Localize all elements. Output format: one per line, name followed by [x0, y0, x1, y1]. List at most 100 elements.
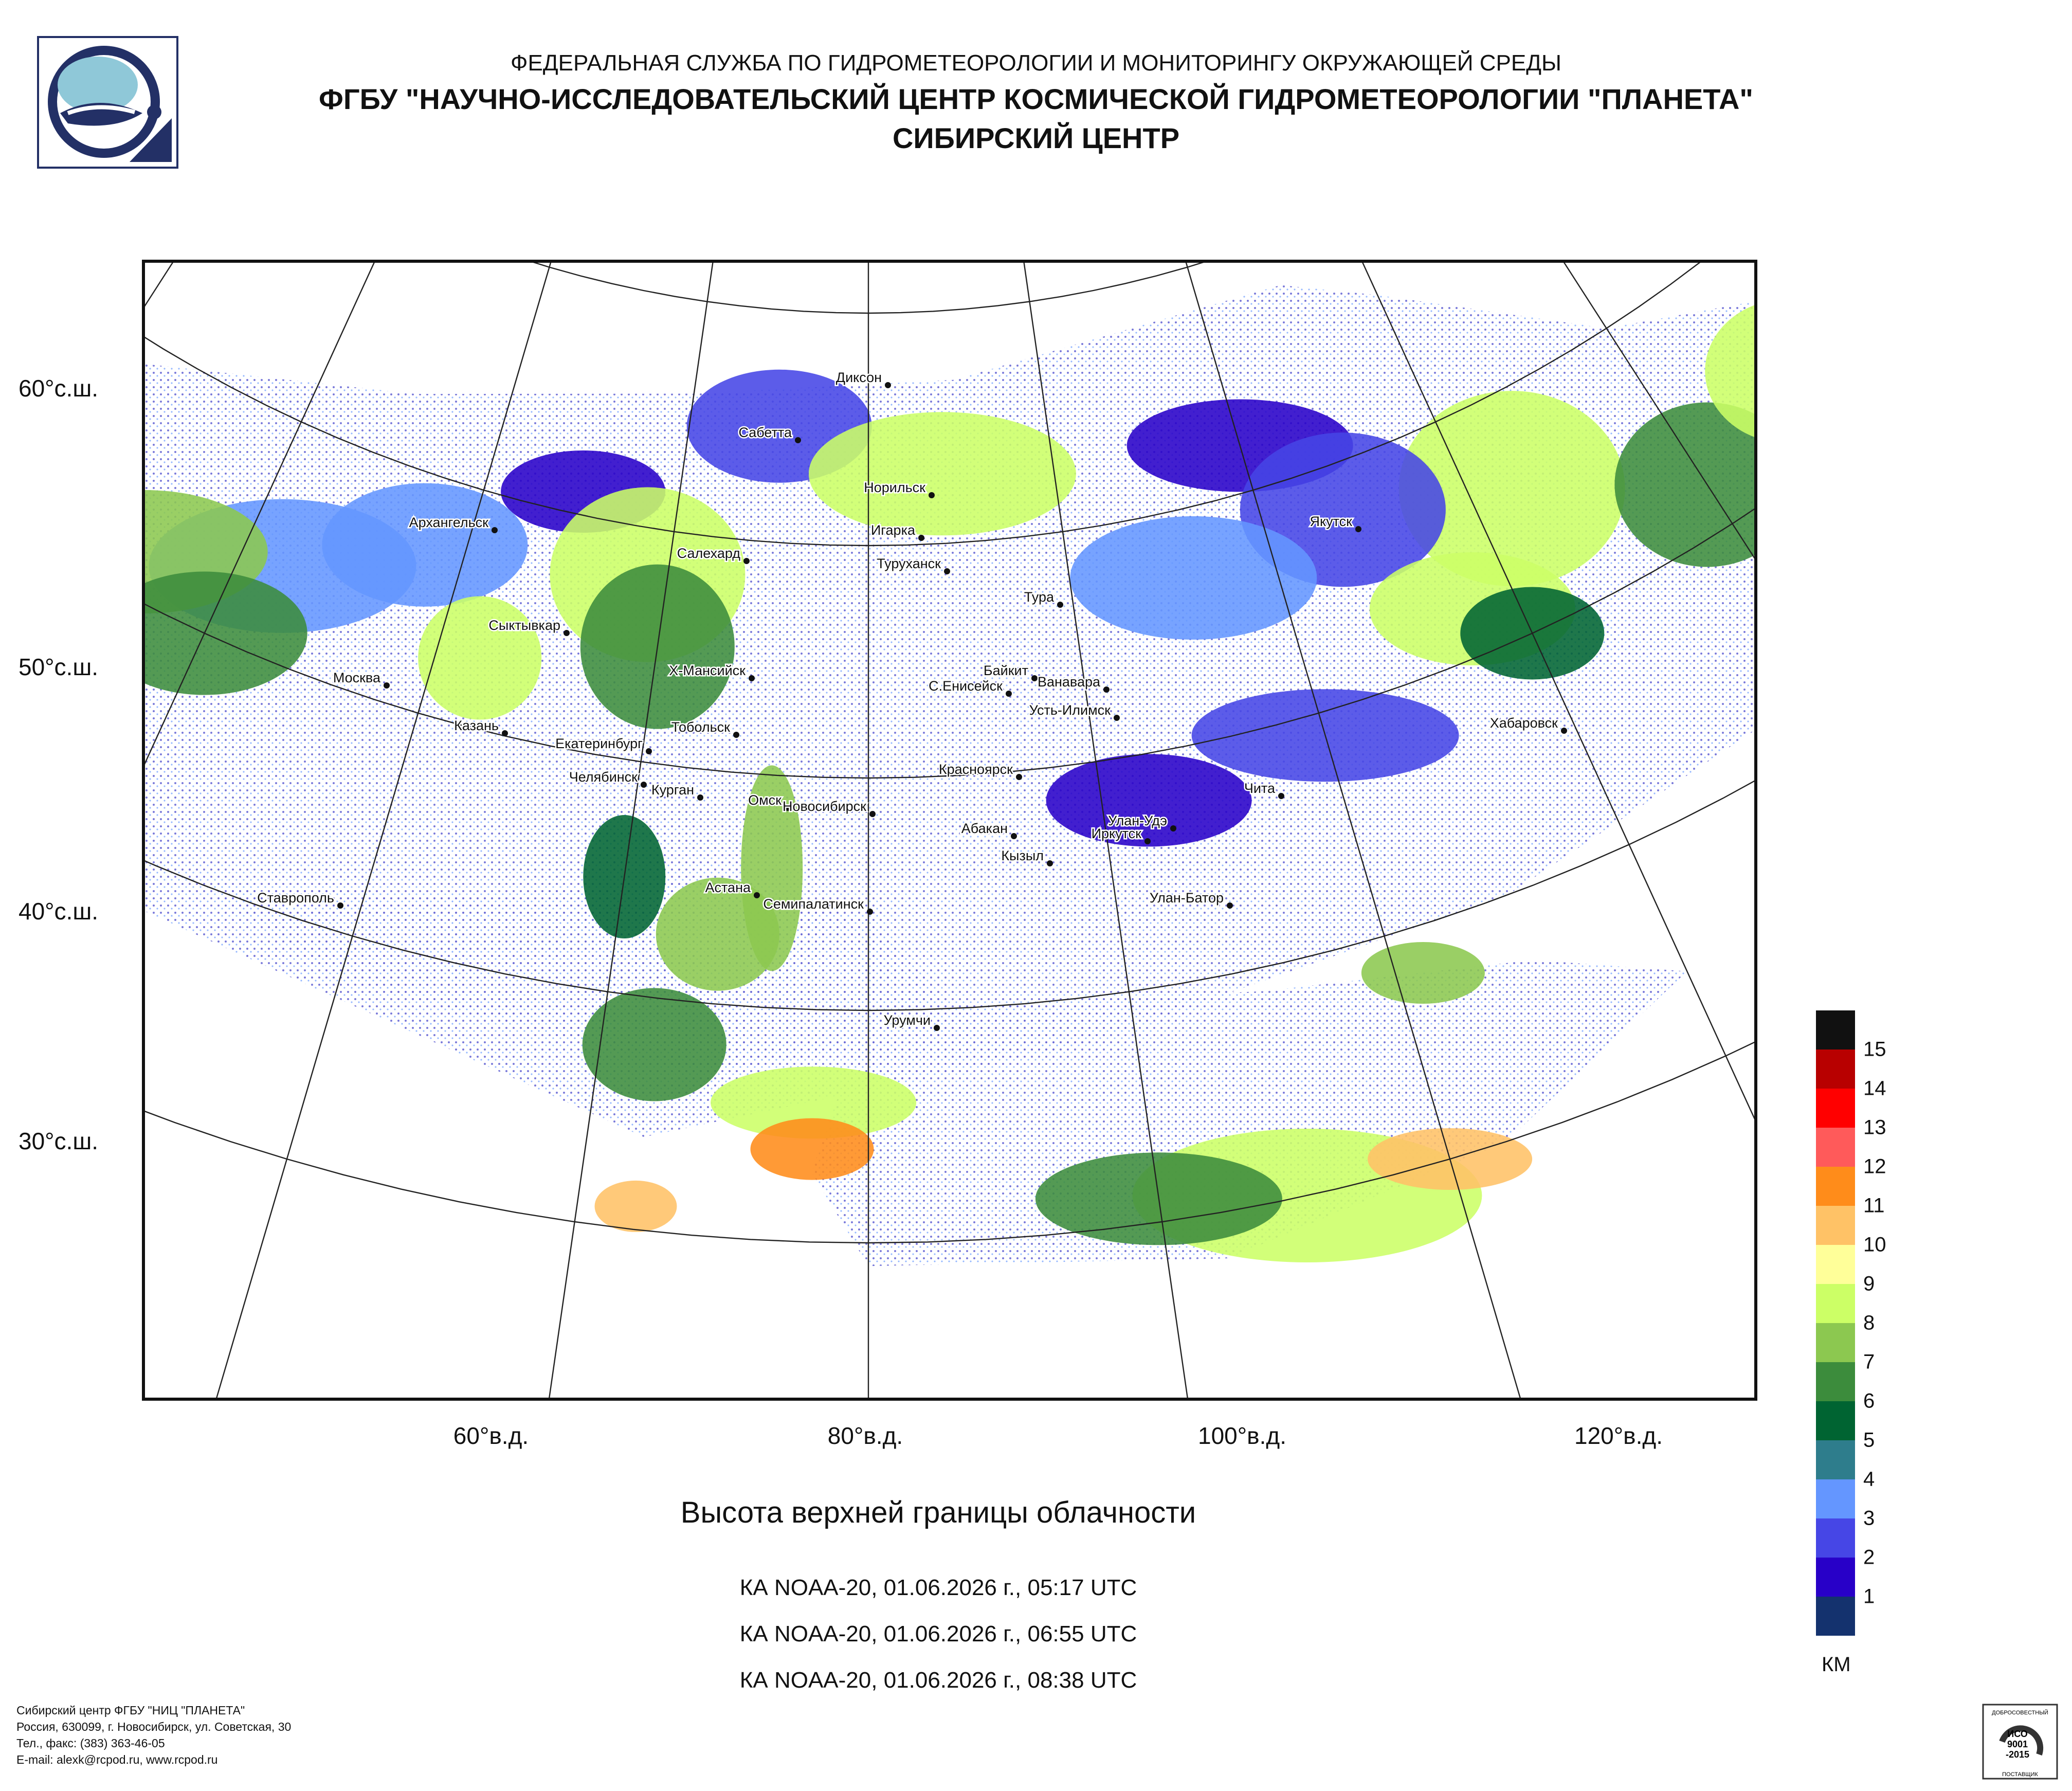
- meridian-line: [145, 263, 375, 765]
- city-marker: Усть-Илимск: [1028, 701, 1120, 721]
- city-marker: С.Енисейск: [928, 677, 1012, 697]
- pass-line: КА NOAA-20, 01.06.2026 г., 05:17 UTC: [739, 1575, 1137, 1600]
- legend-swatch: [1816, 1089, 1855, 1128]
- legend-level-label: 1: [1863, 1585, 1875, 1608]
- cert-bottom: ПОСТАВЩИК: [2002, 1771, 2038, 1778]
- city-dot: [918, 535, 924, 541]
- cloud-patch: [1705, 305, 1754, 437]
- city-label: Екатеринбург: [555, 736, 643, 751]
- city-dot: [646, 748, 652, 754]
- legend-swatch: [1816, 1284, 1855, 1323]
- city-label: Архангельск: [409, 515, 489, 530]
- city-marker: Ставрополь: [256, 889, 343, 909]
- lat-label-30: 30°с.ш.: [19, 1128, 99, 1154]
- city-label: Улан-Удэ: [1108, 813, 1167, 828]
- legend-swatch: [1816, 1010, 1855, 1050]
- legend-swatch: [1816, 1128, 1855, 1167]
- city-marker: Семипалатинск: [762, 895, 873, 915]
- city-marker: Курган: [650, 781, 703, 801]
- meridian-line: [1185, 263, 1521, 1398]
- cloud-patch: [1398, 391, 1625, 587]
- city-marker: Тобольск: [670, 718, 739, 738]
- city-label: Ставрополь: [257, 890, 334, 906]
- cert-mid2: 9001: [2007, 1739, 2028, 1749]
- lon-label-120: 120°в.д.: [1574, 1422, 1663, 1449]
- legend-level-label: 6: [1863, 1389, 1875, 1413]
- meridian-line: [1362, 263, 1754, 1120]
- cloud-patch: [808, 412, 1076, 536]
- city-marker: Челябинск: [568, 768, 647, 788]
- lat-label-60: 60°с.ш.: [19, 375, 99, 402]
- legend-swatch: [1816, 1206, 1855, 1245]
- city-dot: [1227, 902, 1233, 909]
- meridian-line: [1023, 263, 1188, 1398]
- legend-swatch: [1816, 1558, 1855, 1597]
- lat-label-50: 50°с.ш.: [19, 654, 99, 680]
- legend-level-label: 12: [1863, 1155, 1886, 1178]
- city-marker: Улан-Батор: [1148, 889, 1233, 909]
- city-dot: [502, 730, 508, 736]
- city-label: Х-Мансийск: [669, 663, 746, 678]
- cloud-patch: [145, 571, 307, 695]
- city-dot: [492, 527, 498, 533]
- city-dot: [337, 902, 343, 909]
- city-marker: Байкит: [982, 662, 1038, 681]
- graticule: [145, 263, 1754, 1398]
- city-label: Ванавара: [1038, 674, 1101, 690]
- city-label: Норильск: [864, 480, 925, 495]
- city-label: Улан-Батор: [1150, 890, 1224, 906]
- city-dot: [785, 805, 791, 811]
- city-marker: Салехард: [676, 545, 750, 564]
- legend-level-label: 5: [1863, 1428, 1875, 1452]
- legend-swatch: [1816, 1401, 1855, 1440]
- city-label: Хабаровск: [1490, 715, 1558, 731]
- cloud-patch: [656, 877, 779, 991]
- city-dot: [1047, 860, 1053, 866]
- legend-level-label: 2: [1863, 1546, 1875, 1569]
- city-marker: Х-Мансийск: [668, 662, 755, 681]
- city-marker: Диксон: [834, 369, 891, 388]
- lon-label-60: 60°в.д.: [453, 1422, 529, 1449]
- city-marker: Улан-Удэ: [1107, 812, 1176, 831]
- height-legend: [1816, 1010, 1855, 1643]
- city-dot: [1006, 691, 1012, 697]
- city-dot: [743, 558, 750, 564]
- city-label: Диксон: [836, 370, 882, 385]
- lon-label-80: 80°в.д.: [827, 1422, 903, 1449]
- city-label: Новосибирск: [783, 799, 866, 814]
- city-dot: [934, 1025, 940, 1031]
- city-label: Сабетта: [738, 425, 792, 440]
- city-label: Тура: [1024, 589, 1055, 605]
- city-dot: [1278, 793, 1284, 799]
- city-dot: [733, 732, 739, 738]
- city-marker: Урумчи: [882, 1011, 940, 1031]
- city-marker: Казань: [453, 717, 508, 736]
- city-marker: Омск: [747, 791, 791, 811]
- parallel-line: [533, 263, 1204, 314]
- city-label: Семипалатинск: [763, 896, 864, 912]
- header-institute: ФГБУ "НАУЧНО-ИССЛЕДОВАТЕЛЬСКИЙ ЦЕНТР КОС…: [319, 83, 1753, 115]
- city-dot: [384, 682, 390, 689]
- city-dot: [1016, 774, 1022, 780]
- city-marker: Чита: [1243, 780, 1284, 799]
- legend-swatch: [1816, 1518, 1855, 1558]
- city-dot: [1144, 838, 1151, 844]
- legend-level-label: 3: [1863, 1507, 1875, 1530]
- cloud-patch: [1046, 754, 1252, 847]
- meridian-line: [1563, 263, 1754, 559]
- city-dot: [1057, 602, 1063, 608]
- lon-label-100: 100°в.д.: [1198, 1422, 1286, 1449]
- city-dot: [1011, 833, 1017, 839]
- city-label: Тобольск: [671, 719, 731, 735]
- cloud-layer: [145, 305, 1754, 1262]
- footer-phone: Тел., факс: (383) 363-46-05: [16, 1736, 165, 1750]
- city-dot: [749, 675, 755, 681]
- cloud-patch: [1614, 402, 1754, 567]
- city-dot: [944, 568, 950, 574]
- city-dot: [1103, 686, 1110, 693]
- city-markers: Диксон Сабетта Норильск Игарка Архангельск Са…: [256, 369, 1567, 1031]
- city-marker: Москва: [332, 669, 390, 689]
- city-label: Игарка: [871, 522, 916, 538]
- city-label: Туруханск: [877, 556, 941, 571]
- legend-swatch: [1816, 1245, 1855, 1284]
